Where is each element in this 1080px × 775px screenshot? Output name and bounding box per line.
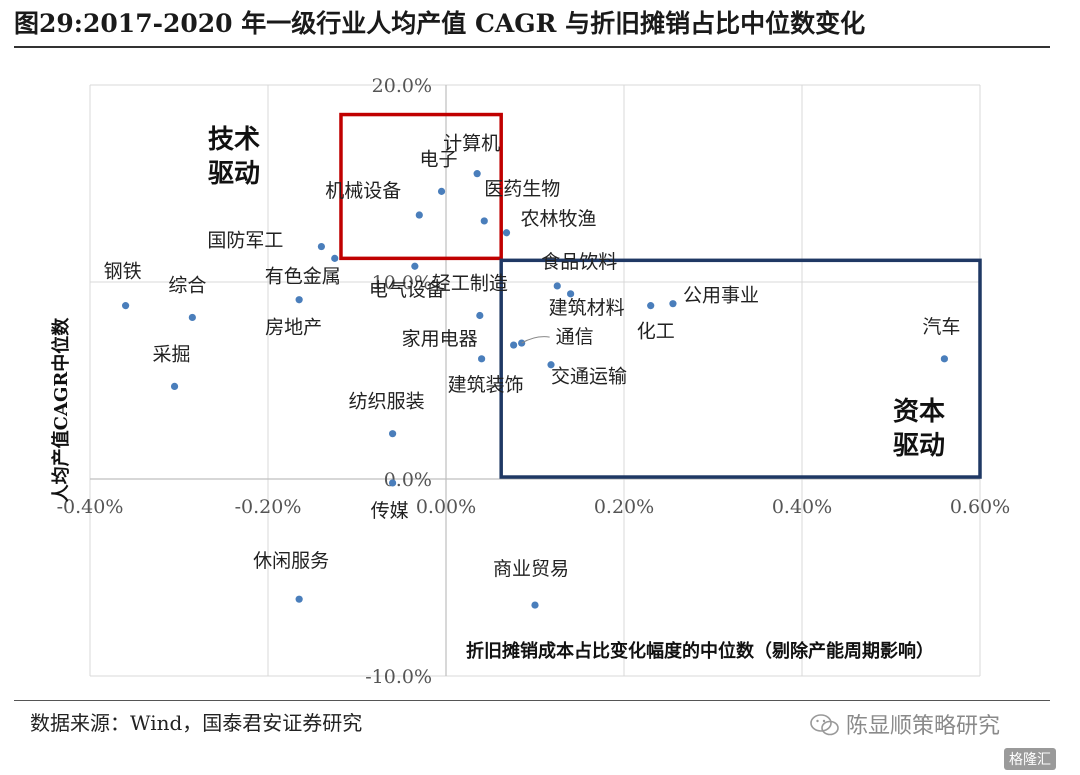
data-point	[295, 296, 303, 304]
data-point	[531, 601, 539, 609]
leader-line	[521, 336, 550, 344]
y-tick-label: -10.0%	[365, 666, 432, 688]
logo-text: 格隆汇	[1009, 752, 1051, 768]
point-label: 计算机	[443, 133, 500, 155]
data-point	[940, 355, 949, 363]
data-point	[437, 187, 446, 195]
x-tick-label: 0.60%	[950, 496, 1010, 518]
point-label: 有色金属	[265, 265, 341, 287]
point-label: 家用电器	[402, 328, 478, 350]
point-label: 交通运输	[551, 366, 627, 388]
region-label: 驱动	[893, 431, 945, 461]
capital-driven-box	[499, 258, 982, 479]
y-tick-label: 10.0%	[372, 272, 432, 294]
figure-title: 图29:2017-2020 年一级行业人均产值 CAGR 与折旧摊销占比中位数变…	[14, 9, 866, 38]
data-point	[476, 311, 484, 320]
point-label: 汽车	[922, 316, 960, 338]
point-label: 医药生物	[484, 178, 560, 200]
point-label: 化工	[637, 321, 675, 343]
data-point	[122, 302, 130, 310]
point-label: 商业贸易	[493, 558, 569, 580]
region-label: 资本	[893, 397, 945, 427]
data-point	[647, 302, 655, 310]
data-points	[122, 170, 949, 609]
point-label: 机械设备	[325, 180, 401, 202]
tick-labels: -0.40% -0.20% 0.00% 0.20% 0.40% 0.60% 20.0% 10.…	[57, 75, 1011, 688]
y-tick-label: 20.0%	[372, 75, 432, 97]
data-point	[415, 211, 423, 219]
point-label: 电子	[420, 148, 458, 170]
point-label: 食品饮料	[541, 251, 617, 273]
x-tick-label: 0.20%	[594, 496, 654, 518]
data-point	[295, 595, 303, 603]
point-label: 轻工制造	[432, 272, 508, 294]
point-label: 休闲服务	[253, 550, 329, 572]
data-point	[669, 300, 677, 308]
data-point	[170, 382, 179, 391]
x-tick-label: -0.20%	[235, 496, 302, 518]
point-label: 农林牧渔	[521, 208, 597, 230]
data-point	[510, 341, 518, 349]
x-tick-label: -0.40%	[57, 496, 124, 518]
axes	[90, 85, 980, 676]
data-point	[480, 217, 488, 225]
point-label: 钢铁	[104, 261, 142, 283]
data-point	[188, 313, 196, 322]
data-point	[547, 361, 555, 369]
point-label: 建筑材料	[549, 297, 625, 319]
watermark-text: 陈显顺策略研究	[846, 714, 1001, 739]
bottom-rule	[14, 700, 1050, 701]
data-point	[502, 229, 511, 237]
point-label: 通信	[556, 326, 594, 348]
point-label: 传媒	[371, 500, 409, 522]
data-point	[553, 282, 561, 290]
point-label: 国防军工	[207, 230, 283, 252]
data-point	[389, 430, 397, 438]
x-axis-label: 折旧摊销成本占比变化幅度的中位数（剔除产能周期影响）	[466, 640, 934, 662]
watermark: 陈显顺策略研究	[810, 708, 1000, 740]
y-tick-label: 0.0%	[384, 469, 432, 491]
data-point	[567, 290, 575, 298]
source-note: 数据来源：Wind，国泰君安证券研究	[30, 711, 363, 735]
gelonghui-logo: 格隆汇	[1004, 748, 1056, 770]
x-tick-label: 0.40%	[772, 496, 832, 518]
data-point	[331, 254, 339, 262]
data-point	[389, 479, 397, 487]
point-label: 电气设备	[369, 279, 445, 301]
x-tick-label: 0.00%	[416, 496, 476, 518]
data-point	[473, 170, 481, 178]
y-axis-label: 人均产值CAGR中位数	[50, 317, 72, 503]
region-label: 驱动	[208, 159, 260, 189]
data-point	[478, 355, 486, 363]
point-label: 综合	[168, 274, 206, 296]
point-label: 建筑装饰	[448, 374, 524, 396]
region-label: 技术	[208, 125, 260, 155]
data-point	[317, 242, 325, 251]
point-label: 房地产	[265, 317, 322, 339]
tech-driven-box	[339, 112, 503, 261]
point-label: 公用事业	[683, 285, 759, 307]
wechat-icon	[810, 714, 839, 736]
title-rule	[14, 46, 1050, 48]
point-label: 采掘	[153, 343, 191, 365]
data-point	[411, 262, 419, 270]
point-label: 纺织服装	[349, 391, 425, 413]
